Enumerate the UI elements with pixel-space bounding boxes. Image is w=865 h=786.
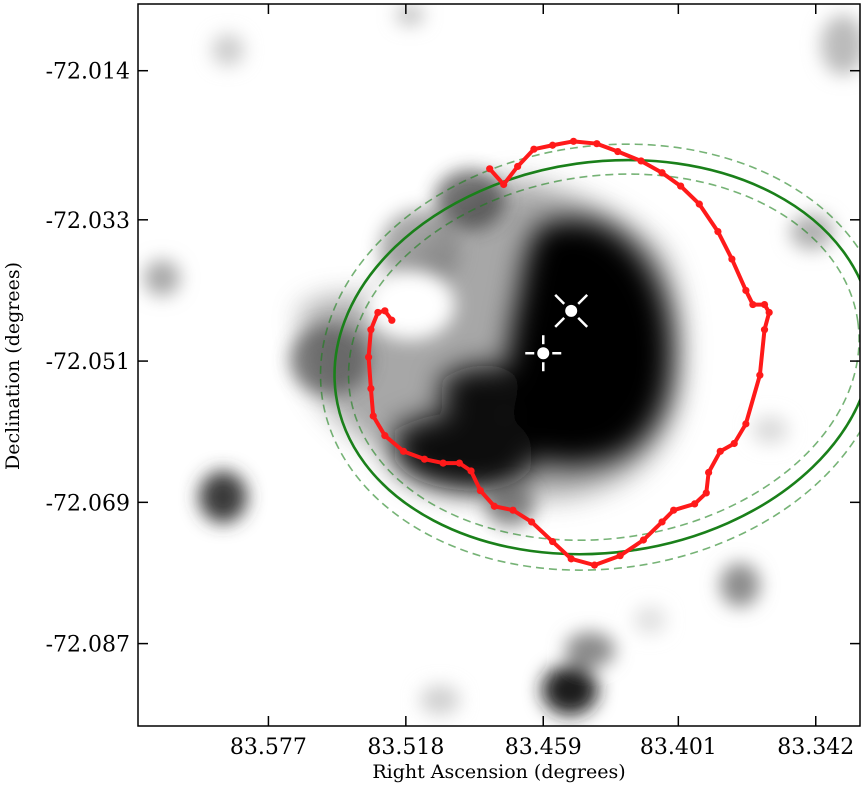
contour-point [369, 412, 377, 420]
x-tick-label: 83.577 [230, 735, 307, 760]
x-tick-label: 83.401 [640, 735, 717, 760]
y-tick-label: -72.014 [46, 60, 130, 85]
contour-point [658, 518, 666, 526]
contour-point [677, 182, 685, 190]
y-tick-label: -72.033 [46, 209, 130, 234]
y-tick-label: -72.051 [46, 350, 130, 375]
contour-point [593, 140, 601, 148]
x-axis-label: Right Ascension (degrees) [372, 761, 625, 783]
contour-point [760, 300, 769, 309]
contour-point [374, 308, 382, 317]
plus-cross-marker [525, 335, 562, 372]
contour-point [616, 552, 624, 560]
y-tick-label: -72.087 [46, 633, 130, 658]
contour-point [749, 300, 757, 309]
y-tick-label: -72.069 [46, 491, 130, 516]
contour-point [742, 420, 750, 428]
contour-point [509, 506, 517, 514]
contour-point [439, 459, 447, 467]
contour-point [614, 147, 622, 156]
contour-line [366, 139, 772, 568]
contour-point [399, 447, 408, 455]
ellipse-outer-dashed [319, 143, 860, 571]
contour-point [381, 307, 389, 315]
contour-point [528, 518, 536, 526]
contour-point [742, 286, 750, 295]
contour-point [639, 536, 648, 544]
x-tick-label: 83.518 [367, 735, 444, 760]
x-cross-marker [554, 293, 589, 328]
contour-point [367, 384, 375, 393]
grayscale-image [138, 4, 860, 726]
contour-point [490, 502, 498, 510]
contour-point [420, 455, 429, 463]
contour-point [467, 467, 475, 475]
contour-point [486, 165, 494, 173]
contour-point [691, 500, 699, 508]
contour-point [705, 468, 713, 477]
contour-point [590, 561, 599, 569]
contour-point [548, 537, 557, 546]
contour-point [658, 169, 666, 177]
contour-point [567, 555, 575, 563]
contour-point [364, 353, 373, 361]
contour-point [476, 486, 484, 495]
contour-point [695, 200, 703, 208]
x-tick-label: 83.459 [505, 735, 582, 760]
contour-point [530, 145, 538, 153]
contour-point [500, 180, 508, 189]
contour-point [728, 255, 736, 263]
x-tick-label: 83.342 [777, 735, 854, 760]
contour-point [756, 371, 764, 379]
contour-point [388, 316, 396, 324]
contour-point [714, 227, 722, 236]
contour-point [670, 506, 678, 514]
contour-point [569, 137, 578, 145]
contour-point [765, 308, 773, 317]
contour-point [760, 326, 769, 334]
contour-point [730, 439, 738, 448]
contour-point [637, 157, 645, 165]
contour-point [455, 459, 464, 467]
y-axis-label: Declination (degrees) [2, 262, 24, 470]
plot-frame [137, 3, 861, 727]
contour-point [716, 447, 724, 455]
contour-point [367, 326, 375, 334]
contour-point [514, 162, 522, 171]
contour-point [548, 141, 557, 149]
ellipse-inner-dashed [347, 173, 860, 542]
contour-point [702, 489, 710, 497]
contour-point [381, 432, 389, 440]
